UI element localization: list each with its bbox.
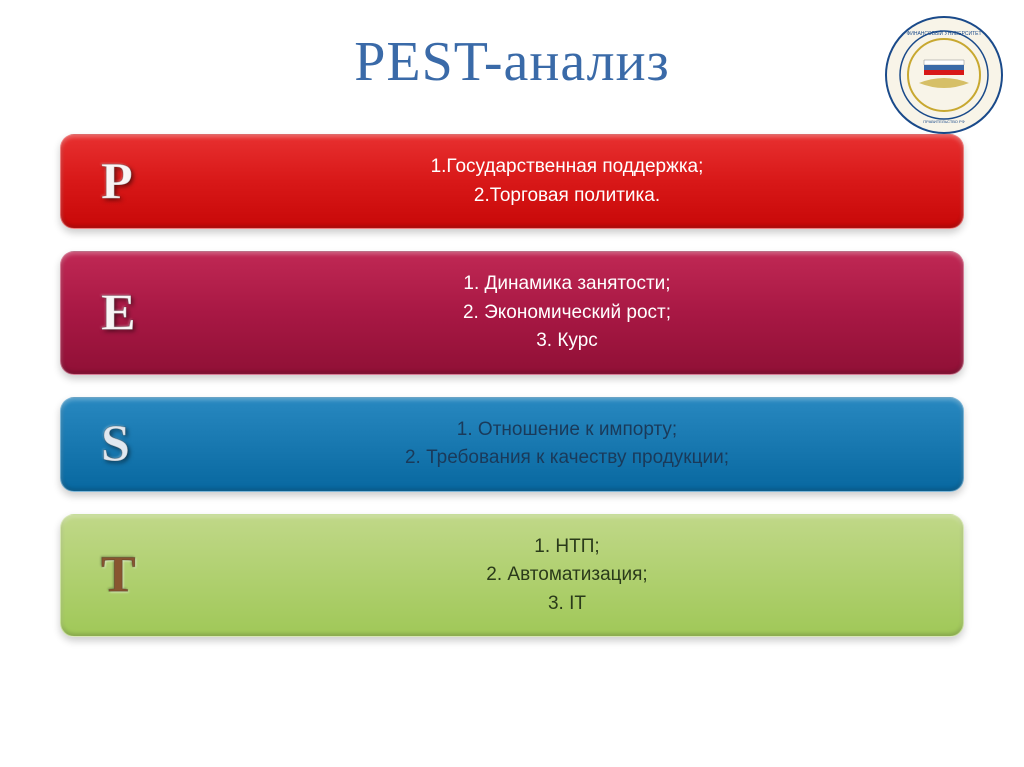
panel-letter-p: P — [101, 152, 133, 211]
pest-panels-container: P 1.Государственная поддержка; 2.Торгова… — [0, 134, 1024, 637]
panel-content-social: 1. Отношение к импорту; 2. Требования к … — [191, 416, 943, 473]
university-logo: ФИНАНСОВЫЙ УНИВЕРСИТЕТ ПРАВИТЕЛЬСТВО РФ — [884, 15, 1004, 135]
panel-letter-s: S — [101, 415, 130, 474]
panel-letter-t: T — [101, 546, 136, 605]
panel-economic: E 1. Динамика занятости; 2. Экономически… — [60, 251, 964, 375]
content-line: 1. Отношение к импорту; — [191, 416, 943, 445]
slide-title: PEST-анализ — [0, 0, 1024, 134]
content-line: 1. Динамика занятости; — [191, 270, 943, 299]
panel-political: P 1.Государственная поддержка; 2.Торгова… — [60, 134, 964, 229]
content-line: 1. НТП; — [191, 533, 943, 562]
content-line: 3. IT — [191, 590, 943, 619]
svg-text:ПРАВИТЕЛЬСТВО РФ: ПРАВИТЕЛЬСТВО РФ — [923, 119, 964, 124]
panel-social: S 1. Отношение к импорту; 2. Требования … — [60, 397, 964, 492]
content-line: 1.Государственная поддержка; — [191, 153, 943, 182]
content-line: 3. Курс — [191, 327, 943, 356]
content-line: 2.Торговая политика. — [191, 182, 943, 211]
content-line: 2. Экономический рост; — [191, 299, 943, 328]
svg-text:ФИНАНСОВЫЙ УНИВЕРСИТЕТ: ФИНАНСОВЫЙ УНИВЕРСИТЕТ — [906, 29, 981, 37]
panel-content-technological: 1. НТП; 2. Автоматизация; 3. IT — [191, 533, 943, 619]
panel-content-economic: 1. Динамика занятости; 2. Экономический … — [191, 270, 943, 356]
content-line: 2. Требования к качеству продукции; — [191, 444, 943, 473]
panel-technological: T 1. НТП; 2. Автоматизация; 3. IT — [60, 514, 964, 638]
panel-letter-e: E — [101, 283, 136, 342]
content-line: 2. Автоматизация; — [191, 561, 943, 590]
panel-content-political: 1.Государственная поддержка; 2.Торговая … — [191, 153, 943, 210]
